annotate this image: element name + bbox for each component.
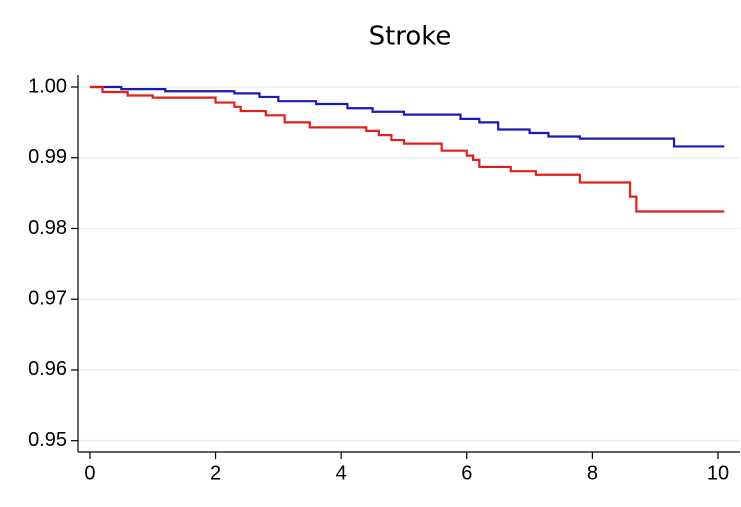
y-tick-label: 0.95 [28, 429, 67, 451]
y-tick-label: 1.00 [28, 75, 67, 97]
y-tick-label: 0.97 [28, 288, 67, 310]
x-tick-label: 2 [210, 462, 221, 484]
survival-line [89, 85, 725, 213]
x-tick-label: 6 [461, 462, 472, 484]
x-tick-label: 8 [587, 462, 598, 484]
x-tick-label: 4 [336, 462, 347, 484]
chart-title: Stroke [369, 22, 452, 52]
y-tick-label: 0.96 [28, 358, 67, 380]
survival-line [89, 85, 725, 148]
y-tick-label: 0.98 [28, 217, 67, 239]
y-tick-label: 0.99 [28, 146, 67, 168]
x-tick-label: 0 [84, 462, 95, 484]
x-tick-label: 10 [707, 462, 729, 484]
